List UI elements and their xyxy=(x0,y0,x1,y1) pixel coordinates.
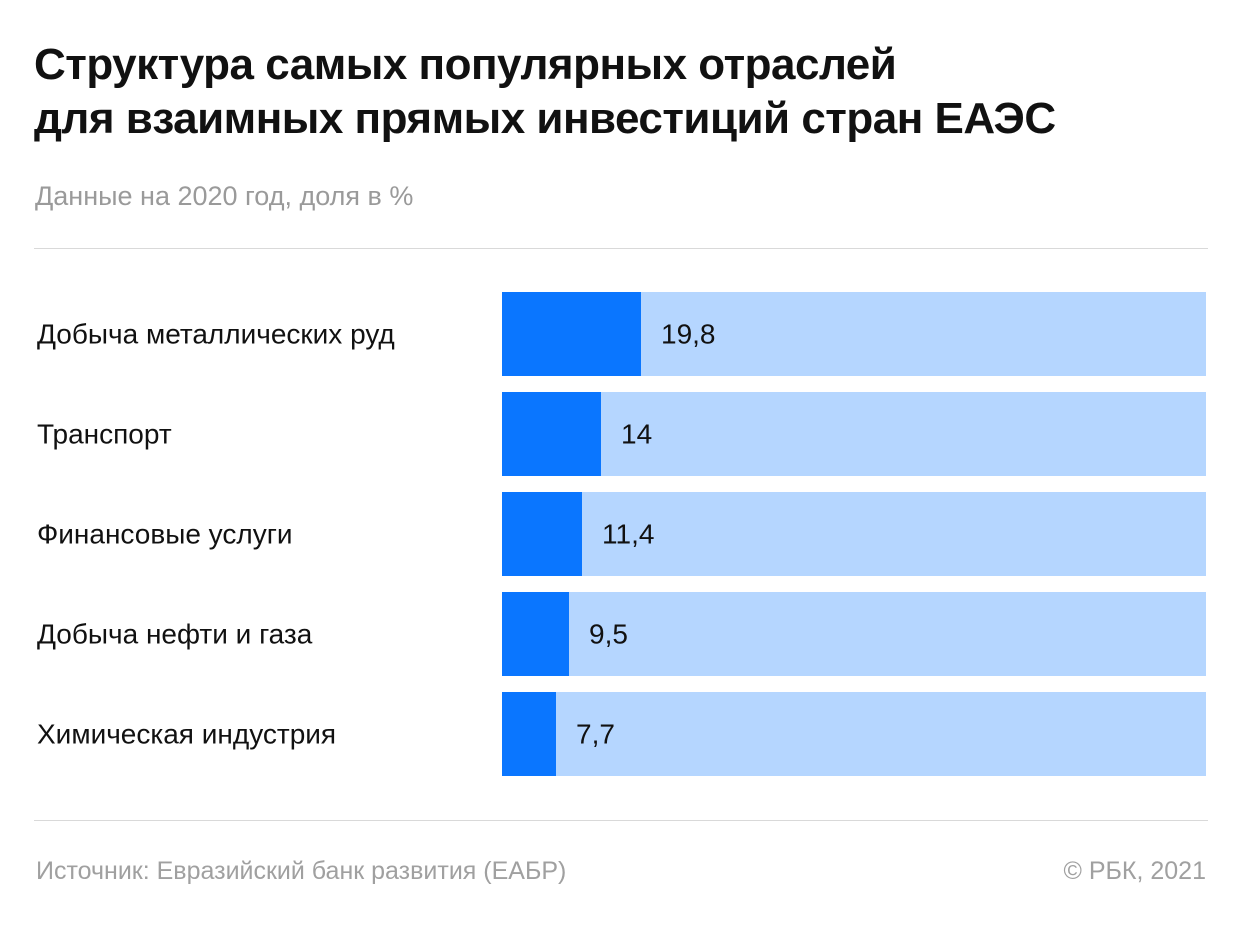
bar-row: Транспорт 14 xyxy=(37,392,1206,476)
bar-row: Добыча металлических руд 19,8 xyxy=(37,292,1206,376)
bar-row: Добыча нефти и газа 9,5 xyxy=(37,592,1206,676)
value-label: 19,8 xyxy=(661,319,716,350)
bar xyxy=(502,492,582,576)
chart-subtitle: Данные на 2020 год, доля в % xyxy=(35,181,414,211)
bar xyxy=(502,592,569,676)
category-label: Финансовые услуги xyxy=(37,519,293,550)
value-label: 9,5 xyxy=(589,619,628,650)
value-label: 14 xyxy=(621,419,652,450)
chart-title: Структура самых популярных отраслей для … xyxy=(34,38,1214,146)
category-label: Транспорт xyxy=(37,419,172,450)
chart-title-line-2: для взаимных прямых инвестиций стран ЕАЭ… xyxy=(34,94,1056,143)
category-label: Химическая индустрия xyxy=(37,719,336,750)
bar-row: Финансовые услуги 11,4 xyxy=(37,492,1206,576)
category-label: Добыча металлических руд xyxy=(37,319,395,350)
category-label: Добыча нефти и газа xyxy=(37,619,313,650)
value-label: 7,7 xyxy=(576,719,615,750)
top-divider xyxy=(34,248,1208,249)
bar-track xyxy=(502,692,1206,776)
bar-track xyxy=(502,392,1206,476)
bar xyxy=(502,392,601,476)
copyright-note: © РБК, 2021 xyxy=(1063,857,1206,885)
bar-track xyxy=(502,492,1206,576)
bar xyxy=(502,692,556,776)
bottom-divider xyxy=(34,820,1208,821)
value-label: 11,4 xyxy=(602,519,654,550)
source-note: Источник: Евразийский банк развития (ЕАБ… xyxy=(36,857,567,885)
bar-row: Химическая индустрия 7,7 xyxy=(37,692,1206,776)
bar xyxy=(502,292,641,376)
bar-track xyxy=(502,592,1206,676)
chart-title-line-1: Структура самых популярных отраслей xyxy=(34,40,897,89)
